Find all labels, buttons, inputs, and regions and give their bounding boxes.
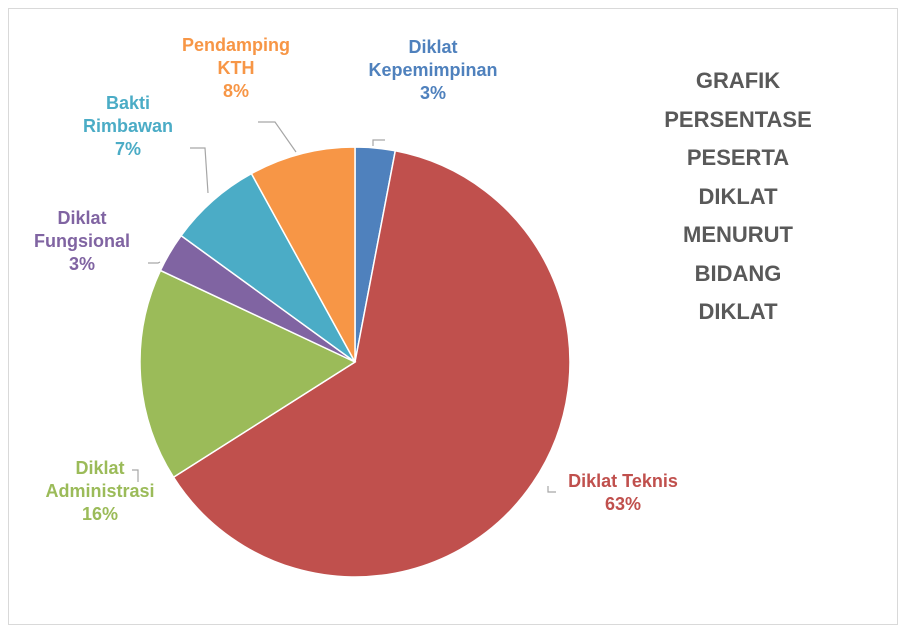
value-label: 3% <box>419 83 446 103</box>
leader-line <box>132 469 139 482</box>
category-label: Diklat Administrasi <box>45 458 155 501</box>
data-label: Diklat Teknis 63% <box>523 470 723 516</box>
chart-title: GRAFIK PERSENTASE PESERTA DIKLAT MENURUT… <box>664 68 812 324</box>
pie-slice <box>139 269 357 479</box>
data-label: Diklat Kepemimpinan 3% <box>358 36 508 105</box>
data-label: Pendamping KTH 8% <box>176 34 296 103</box>
leader-line <box>148 261 161 264</box>
value-label: 16% <box>81 504 119 524</box>
data-label: Diklat Administrasi 16% <box>35 457 165 526</box>
leader-line <box>372 139 385 146</box>
category-label: Bakti Rimbawan <box>82 93 174 136</box>
leader-line <box>258 121 297 153</box>
leader-line <box>190 147 209 194</box>
value-label: 63% <box>604 494 642 514</box>
pie-slice <box>250 146 356 363</box>
value-label: 7% <box>114 139 141 159</box>
leader-line <box>547 486 556 493</box>
category-label: Diklat Fungsional <box>34 208 130 251</box>
leader-lines <box>132 121 556 493</box>
category-label: Diklat Kepemimpinan <box>368 37 498 80</box>
category-label: Pendamping KTH <box>181 35 290 78</box>
pie-slice <box>172 149 571 578</box>
value-label: 3% <box>68 254 95 274</box>
category-label: Diklat Teknis <box>568 471 678 491</box>
value-label: 8% <box>222 81 249 101</box>
chart-frame <box>8 8 898 625</box>
data-label: Diklat Fungsional 3% <box>17 207 147 276</box>
data-label: Bakti Rimbawan 7% <box>68 92 188 161</box>
